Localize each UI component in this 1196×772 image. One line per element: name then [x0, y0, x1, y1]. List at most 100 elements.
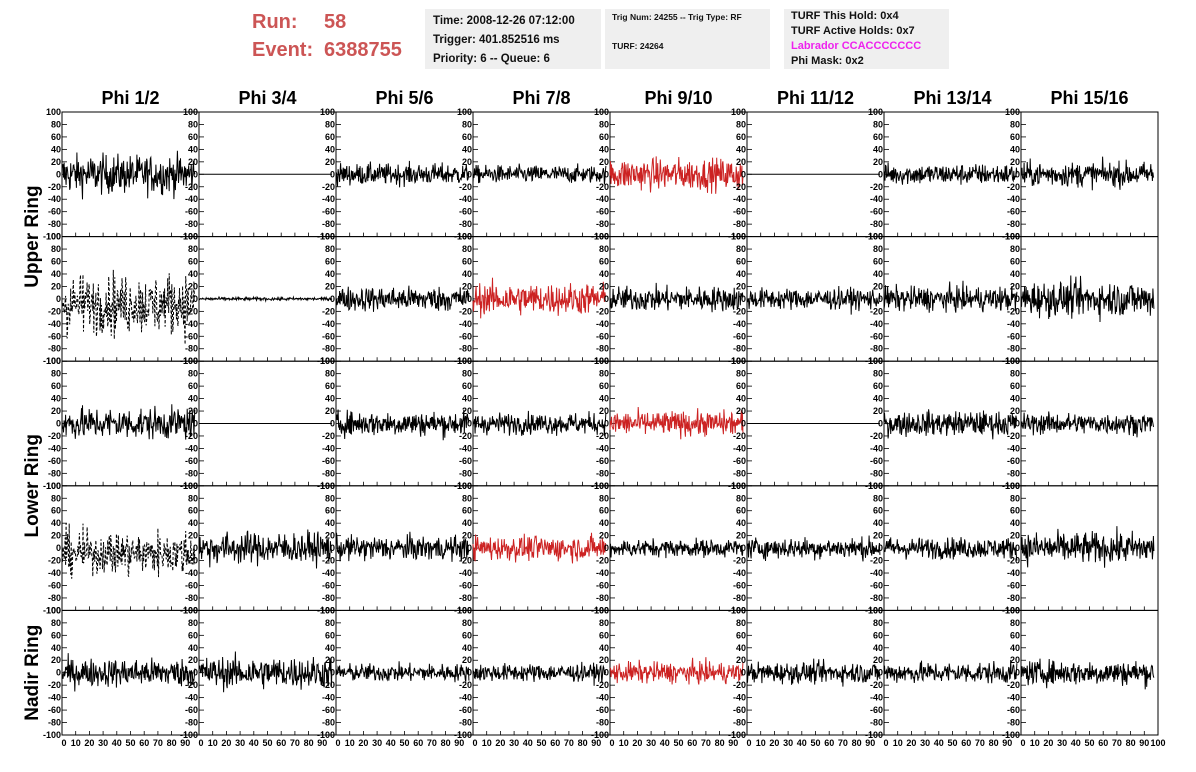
x-tick-label: 90	[1139, 738, 1149, 748]
x-tick-label: 0	[335, 738, 340, 748]
time-text: Time: 2008-12-26 07:12:00	[433, 15, 575, 27]
y-tick-label: 40	[736, 518, 746, 528]
y-tick-label: 60	[599, 630, 609, 640]
y-tick-label: -20	[459, 680, 472, 690]
y-tick-label: -20	[596, 431, 609, 441]
y-tick-label: 80	[188, 119, 198, 129]
y-tick-label: 20	[736, 655, 746, 665]
y-tick-label: 80	[1010, 618, 1020, 628]
y-tick-label: -80	[185, 468, 198, 478]
y-tick-label: -100	[1002, 730, 1020, 740]
y-tick-label: -80	[596, 219, 609, 229]
y-tick-label: -20	[1007, 556, 1020, 566]
x-tick-label: 10	[208, 738, 218, 748]
y-tick-label: -40	[459, 693, 472, 703]
y-tick-label: -20	[596, 306, 609, 316]
y-tick-label: -60	[185, 456, 198, 466]
y-tick-label: -100	[317, 730, 335, 740]
y-tick-label: -60	[48, 456, 61, 466]
row-group-title-3: Nadir Ring	[22, 625, 43, 721]
y-tick-label: 40	[1010, 643, 1020, 653]
y-tick-label: 20	[1010, 281, 1020, 291]
y-tick-label: -100	[43, 232, 61, 242]
x-tick-label: 20	[632, 738, 642, 748]
y-tick-label: 40	[873, 643, 883, 653]
y-tick-label: 20	[462, 406, 472, 416]
y-tick-label: -100	[43, 481, 61, 491]
y-tick-label: 100	[457, 107, 472, 117]
y-tick-label: 100	[594, 605, 609, 615]
y-tick-label: -60	[48, 705, 61, 715]
phi-mask-text: Phi Mask: 0x2	[791, 55, 864, 67]
y-tick-label: 60	[325, 381, 335, 391]
y-tick-label: -80	[1007, 593, 1020, 603]
y-tick-label: -20	[870, 431, 883, 441]
x-tick-label: 50	[1084, 738, 1094, 748]
y-tick-label: 20	[873, 655, 883, 665]
waveform-trace-r2-c3	[335, 285, 470, 312]
y-tick-label: -60	[185, 331, 198, 341]
y-tick-label: -60	[596, 705, 609, 715]
y-tick-label: -60	[459, 331, 472, 341]
y-tick-label: -40	[596, 319, 609, 329]
x-tick-label: 20	[221, 738, 231, 748]
x-tick-label: 80	[578, 738, 588, 748]
y-tick-label: -20	[185, 182, 198, 192]
y-tick-label: 0	[467, 294, 472, 304]
y-tick-label: 20	[325, 281, 335, 291]
y-tick-label: -80	[733, 219, 746, 229]
waveform-trace-r2-c6	[746, 285, 881, 315]
y-tick-label: 20	[873, 281, 883, 291]
y-tick-label: 20	[599, 531, 609, 541]
y-tick-label: 40	[599, 394, 609, 404]
y-tick-label: -40	[48, 194, 61, 204]
y-tick-label: 20	[325, 406, 335, 416]
y-tick-label: 40	[736, 394, 746, 404]
y-tick-label: 80	[873, 119, 883, 129]
y-tick-label: 100	[46, 605, 61, 615]
y-tick-label: -100	[591, 730, 609, 740]
y-tick-label: -20	[185, 680, 198, 690]
y-tick-label: -60	[596, 580, 609, 590]
y-tick-label: -80	[1007, 219, 1020, 229]
y-tick-label: 80	[325, 244, 335, 254]
y-tick-label: 80	[736, 369, 746, 379]
y-tick-label: 60	[188, 506, 198, 516]
y-tick-label: 100	[868, 107, 883, 117]
x-tick-label: 70	[290, 738, 300, 748]
y-tick-label: 80	[1010, 493, 1020, 503]
y-tick-label: 60	[1010, 257, 1020, 267]
y-tick-label: 100	[320, 481, 335, 491]
x-tick-label: 70	[838, 738, 848, 748]
y-tick-label: 20	[51, 281, 61, 291]
y-tick-label: 40	[736, 643, 746, 653]
y-tick-label: 60	[51, 132, 61, 142]
y-tick-label: -40	[1007, 693, 1020, 703]
y-tick-label: 40	[188, 394, 198, 404]
y-tick-label: 60	[51, 381, 61, 391]
y-tick-label: 40	[873, 518, 883, 528]
event-line: Event: 6388755	[252, 36, 422, 64]
y-tick-label: 40	[1010, 144, 1020, 154]
y-tick-label: 20	[599, 157, 609, 167]
y-tick-label: 20	[325, 655, 335, 665]
y-tick-label: -80	[870, 718, 883, 728]
y-tick-label: 80	[51, 244, 61, 254]
x-tick-label: 80	[1126, 738, 1136, 748]
y-tick-label: -20	[733, 680, 746, 690]
y-tick-label: 0	[56, 294, 61, 304]
y-tick-label: -60	[185, 580, 198, 590]
y-tick-label: -20	[733, 182, 746, 192]
y-tick-label: 80	[462, 119, 472, 129]
y-tick-label: 60	[51, 630, 61, 640]
waveform-trace-r5-c3	[335, 661, 470, 683]
y-tick-label: -40	[733, 319, 746, 329]
waveform-trace-r5-c1	[61, 653, 196, 692]
y-tick-label: 100	[731, 232, 746, 242]
y-tick-label: -80	[322, 593, 335, 603]
y-tick-label: -80	[459, 219, 472, 229]
y-tick-label: 100	[183, 481, 198, 491]
priority-text: Priority: 6 -- Queue: 6	[433, 53, 550, 65]
y-tick-label: 60	[736, 506, 746, 516]
y-tick-label: -80	[1007, 468, 1020, 478]
